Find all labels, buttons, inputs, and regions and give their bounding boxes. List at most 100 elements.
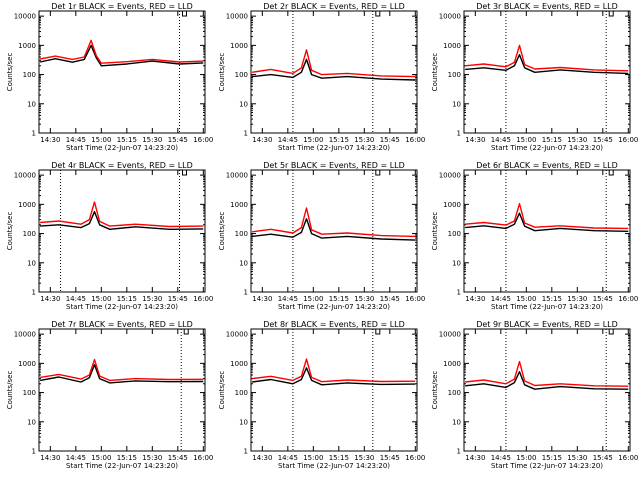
y-tick-label: 10000 [14,331,36,339]
y-axis-label: Counts/sec [218,212,226,251]
attenuator-marker [375,11,381,17]
detector-panel: Det 1r BLACK = Events, RED = LLD 14:30 14:… [6,2,213,152]
x-axis-label: Start Time (22-Jun-07 14:23:20) [491,303,603,311]
x-tick-label: 15:15 [117,136,137,144]
y-tick-label: 100 [23,71,36,79]
y-axis-label: Counts/sec [218,371,226,410]
x-tick-label: 15:00 [91,454,111,462]
plot-frame [463,169,631,293]
plot-frame [250,328,418,452]
y-tick-label: 100 [23,389,36,397]
plot-frame [463,328,631,452]
attenuator-marker [182,11,188,17]
x-axis-label: Start Time (22-Jun-07 14:23:20) [278,303,390,311]
y-tick-label: 10 [239,259,248,267]
attenuator-marker [375,329,381,335]
panel-title: Det 9r BLACK = Events, RED = LLD [476,320,618,329]
plot-frame [38,169,206,293]
lld-series-line [465,44,629,72]
x-tick-label: 14:30 [40,454,60,462]
x-tick-label: 15:00 [303,136,323,144]
x-tick-label: 15:30 [354,295,374,303]
x-tick-label: 15:15 [542,136,562,144]
detector-panel: Det 6r BLACK = Events, RED = LLD 14:30 14:… [431,161,638,311]
x-tick-label: 14:45 [278,136,298,144]
events-series-line [39,44,204,67]
y-tick-label: 10000 [14,13,36,21]
x-tick-label: 14:30 [465,136,485,144]
x-tick-label: 14:30 [40,295,60,303]
y-tick-label: 1000 [18,201,36,209]
events-series-line [465,371,629,390]
attenuator-marker [608,11,614,17]
panel-title: Det 2r BLACK = Events, RED = LLD [263,2,405,11]
panel-title: Det 8r BLACK = Events, RED = LLD [263,320,405,329]
x-tick-label: 15:15 [329,295,349,303]
attenuator-marker [375,170,381,176]
y-tick-label: 1 [457,130,461,138]
x-tick-label: 14:30 [465,295,485,303]
lld-series-line [39,358,204,382]
y-tick-label: 1 [244,130,248,138]
x-axis-label: Start Time (22-Jun-07 14:23:20) [491,144,603,152]
x-tick-label: 15:00 [516,454,536,462]
y-tick-label: 10 [452,259,461,267]
y-tick-label: 1 [32,448,36,456]
y-tick-label: 10 [239,418,248,426]
x-tick-label: 15:30 [142,136,162,144]
y-tick-label: 10000 [226,13,248,21]
detector-panel: Det 4r BLACK = Events, RED = LLD 14:30 14:… [6,161,213,311]
y-tick-label: 10000 [439,331,461,339]
plot-frame [38,10,206,134]
x-tick-label: 16:00 [193,136,213,144]
y-axis-label: Counts/sec [431,212,439,251]
x-tick-label: 15:45 [593,454,613,462]
events-series-line [39,364,204,384]
x-tick-label: 15:30 [142,295,162,303]
x-tick-label: 15:00 [91,295,111,303]
events-series-line [252,367,416,386]
y-axis-label: Counts/sec [6,371,14,410]
attenuator-marker [608,170,614,176]
x-tick-label: 14:45 [66,454,86,462]
x-tick-label: 16:00 [405,136,425,144]
x-tick-label: 15:15 [542,295,562,303]
detector-panel: Det 9r BLACK = Events, RED = LLD 14:30 14:… [431,320,638,470]
y-tick-label: 1 [457,289,461,297]
y-tick-label: 1000 [443,201,461,209]
y-tick-label: 1000 [230,360,248,368]
y-tick-label: 1000 [443,360,461,368]
y-tick-label: 1 [32,130,36,138]
x-tick-label: 15:00 [516,295,536,303]
y-tick-label: 10 [27,100,36,108]
x-tick-label: 16:00 [405,295,425,303]
y-tick-label: 10000 [439,172,461,180]
attenuator-marker [608,329,614,335]
x-axis-label: Start Time (22-Jun-07 14:23:20) [491,462,603,470]
y-tick-label: 100 [448,71,461,79]
x-axis-label: Start Time (22-Jun-07 14:23:20) [66,462,178,470]
y-tick-label: 100 [235,71,248,79]
x-tick-label: 15:30 [354,454,374,462]
x-tick-label: 14:45 [66,136,86,144]
x-tick-label: 16:00 [618,136,638,144]
events-series-line [465,54,629,75]
x-tick-label: 15:45 [168,136,188,144]
x-tick-label: 15:30 [567,295,587,303]
lld-series-line [40,201,204,228]
lld-series-line [465,360,629,387]
x-tick-label: 15:45 [168,454,188,462]
y-tick-label: 1 [244,289,248,297]
y-tick-label: 1000 [18,42,36,50]
panel-title: Det 3r BLACK = Events, RED = LLD [476,2,618,11]
x-tick-label: 14:30 [40,136,60,144]
y-tick-label: 100 [448,389,461,397]
x-tick-label: 15:45 [593,295,613,303]
x-tick-label: 14:45 [491,295,511,303]
x-tick-label: 15:30 [142,454,162,462]
x-tick-label: 14:45 [66,295,86,303]
y-tick-label: 10 [27,259,36,267]
y-tick-label: 100 [235,389,248,397]
x-tick-label: 16:00 [618,454,638,462]
